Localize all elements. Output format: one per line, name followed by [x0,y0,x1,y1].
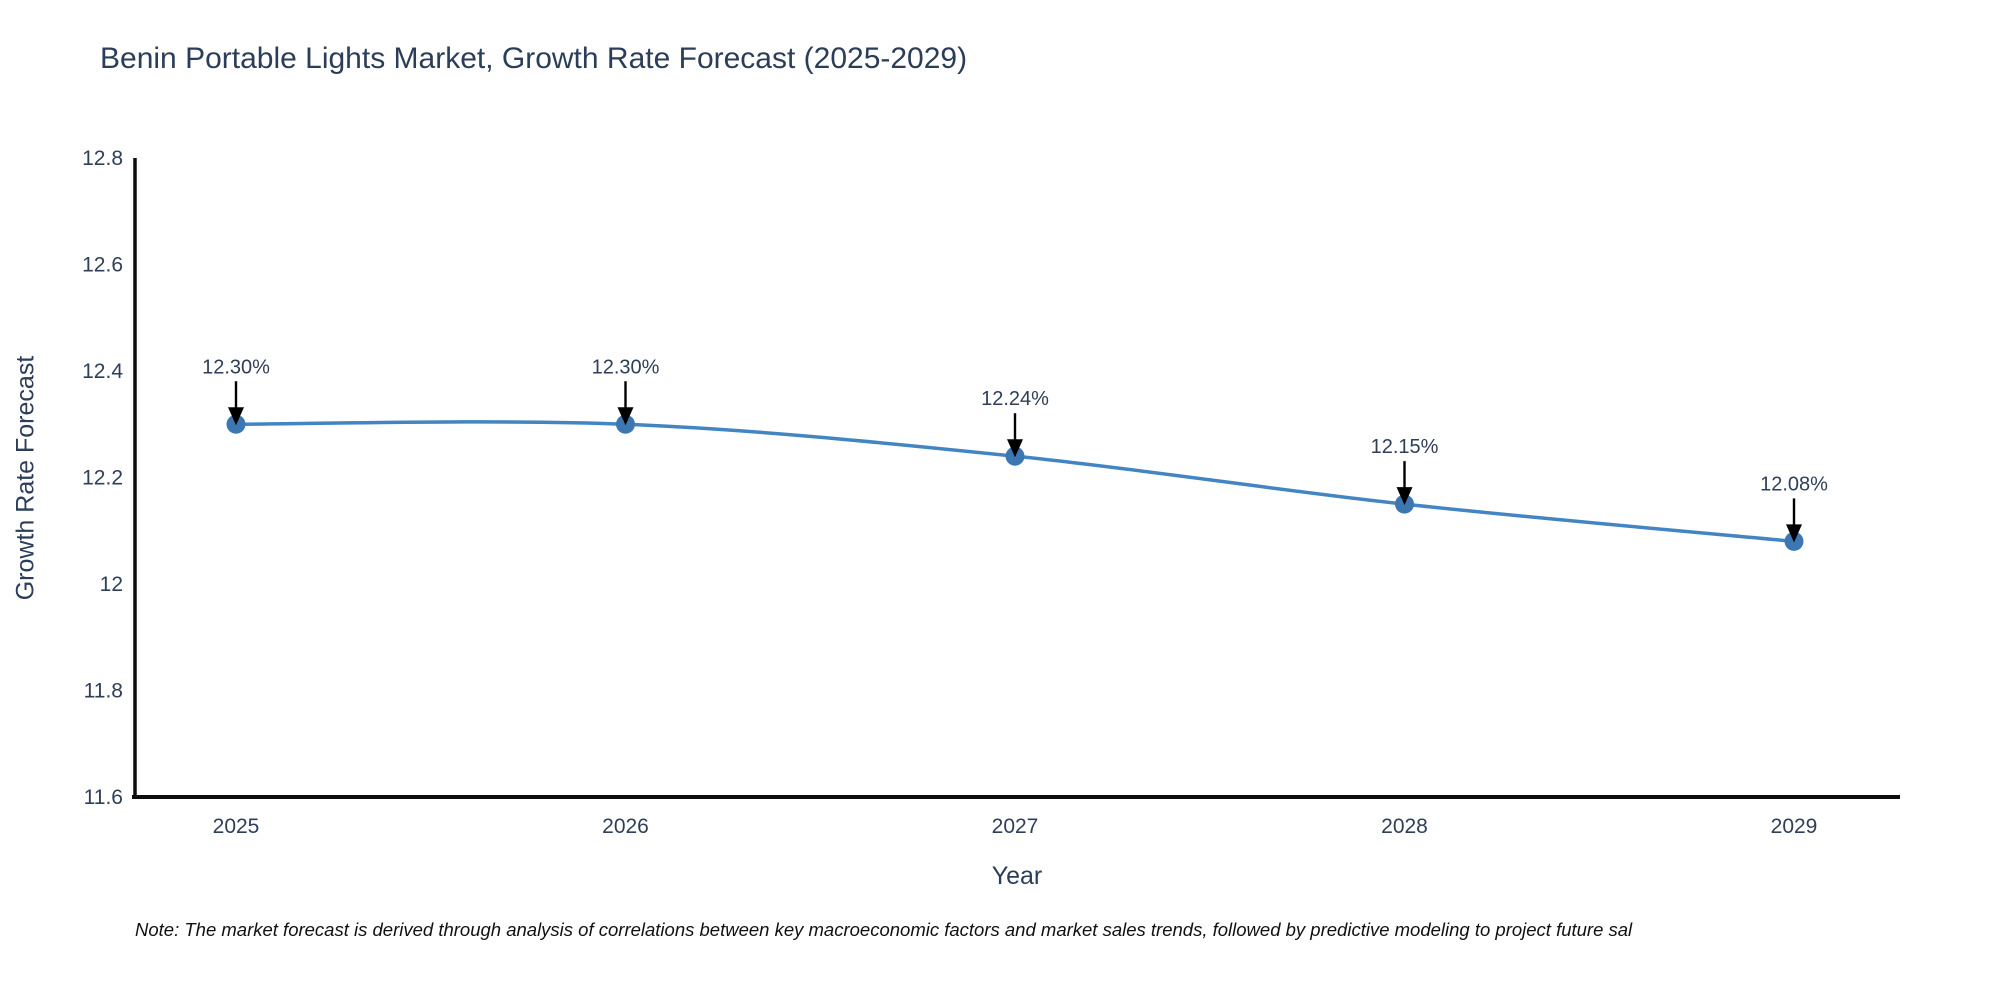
y-tick-label: 11.6 [84,786,123,809]
data-point-value-label: 12.08% [1760,473,1828,495]
y-axis-title: Growth Rate Forecast [11,355,40,601]
annotation-arrow-head-icon [1396,487,1413,506]
footnote-text: Note: The market forecast is derived thr… [135,919,1633,940]
y-tick-label: 11.8 [84,680,123,703]
x-tick-label: 2025 [213,815,260,838]
x-axis-title: Year [991,862,1043,890]
annotation-arrow-head-icon [617,407,634,426]
data-point-value-label: 12.15% [1371,436,1439,458]
x-tick-label: 2029 [1771,815,1818,838]
y-tick-label: 12.8 [82,147,123,170]
y-tick-label: 12.4 [82,360,123,383]
chart-title: Benin Portable Lights Market, Growth Rat… [100,42,968,75]
y-tick-label: 12.6 [82,254,123,277]
y-tick-label: 12 [100,573,123,596]
data-point-value-label: 12.24% [981,388,1049,410]
x-tick-label: 2027 [992,815,1039,838]
data-point-value-label: 12.30% [592,356,660,378]
data-point-value-label: 12.30% [202,356,270,378]
annotation-arrow-head-icon [1007,439,1023,458]
annotation-arrow-head-icon [228,407,244,426]
y-tick-label: 12.2 [82,467,123,490]
annotation-arrow-head-icon [1786,524,1802,543]
x-tick-label: 2026 [602,815,649,838]
x-tick-label: 2028 [1381,815,1428,838]
